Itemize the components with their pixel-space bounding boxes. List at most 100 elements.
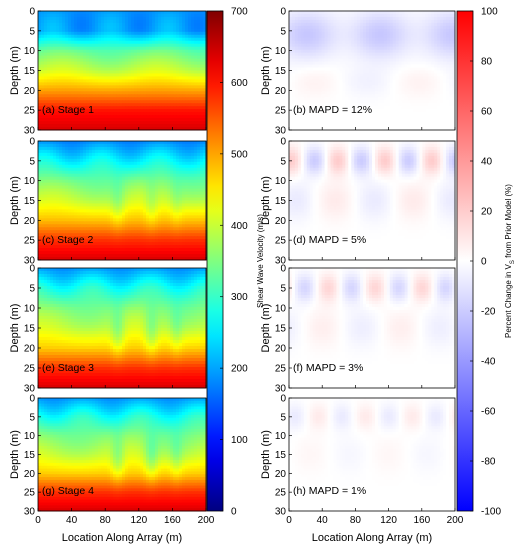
- vs-cell: [194, 79, 198, 82]
- vs-cell: [89, 23, 93, 26]
- vs-cell: [152, 212, 156, 215]
- vs-cell: [80, 212, 84, 215]
- vs-cell: [185, 144, 189, 147]
- vs-cell: [134, 212, 138, 215]
- vs-cell: [194, 268, 198, 272]
- vs-cell: [152, 274, 156, 278]
- vs-cell: [41, 159, 45, 162]
- vs-cell: [188, 50, 192, 53]
- vs-cell: [74, 144, 78, 147]
- vs-cell: [74, 206, 78, 209]
- vs-cell: [116, 162, 120, 165]
- vs-cell: [56, 38, 60, 41]
- vs-cell: [140, 68, 144, 71]
- vs-cell: [122, 183, 126, 186]
- vs-cell: [122, 277, 126, 281]
- vs-cell: [38, 183, 42, 186]
- vs-cell: [167, 189, 171, 192]
- vs-cell: [50, 14, 54, 17]
- vs-cell: [47, 162, 51, 165]
- vs-cell: [152, 94, 156, 97]
- vs-cell: [155, 221, 159, 224]
- vs-cell: [50, 82, 54, 85]
- vs-cell: [200, 26, 204, 29]
- vs-cell: [125, 20, 129, 23]
- vs-cell: [182, 47, 186, 50]
- vs-cell: [122, 103, 126, 106]
- vs-cell: [122, 41, 126, 44]
- vs-cell: [152, 227, 156, 230]
- vs-cell: [68, 82, 72, 85]
- vs-cell: [131, 112, 135, 115]
- vs-cell: [125, 121, 129, 124]
- vs-cell: [170, 289, 174, 293]
- vs-cell: [47, 32, 51, 35]
- vs-cell: [143, 174, 147, 177]
- vs-cell: [155, 227, 159, 230]
- vs-cell: [107, 32, 111, 35]
- vs-cell: [155, 277, 159, 281]
- vs-cell: [194, 286, 198, 290]
- vs-cell: [44, 150, 48, 153]
- vs-cell: [158, 236, 162, 239]
- vs-cell: [179, 268, 183, 272]
- vs-cell: [146, 171, 150, 174]
- vs-cell: [122, 35, 126, 38]
- vs-cell: [71, 283, 75, 287]
- vs-cell: [149, 171, 153, 174]
- vs-cell: [149, 47, 153, 50]
- vs-cell: [182, 29, 186, 32]
- vs-cell: [77, 150, 81, 153]
- vs-cell: [188, 41, 192, 44]
- vs-cell: [191, 283, 195, 287]
- vs-cell: [71, 79, 75, 82]
- vs-cell: [200, 41, 204, 44]
- vs-cell: [86, 11, 90, 14]
- vs-cell: [137, 245, 141, 248]
- vs-cell: [122, 59, 126, 62]
- vs-cell: [95, 218, 99, 221]
- vs-cell: [92, 156, 96, 159]
- vs-cell: [65, 14, 69, 17]
- vs-cell: [107, 221, 111, 224]
- vs-cell: [68, 189, 72, 192]
- vs-cell: [182, 53, 186, 56]
- vs-cell: [47, 23, 51, 26]
- vs-cell: [68, 47, 72, 50]
- vs-cell: [149, 71, 153, 74]
- vs-cell: [119, 218, 123, 221]
- vs-cell: [77, 73, 81, 76]
- vs-cell: [185, 230, 189, 233]
- vs-cell: [77, 47, 81, 50]
- vs-cell: [62, 118, 66, 121]
- vs-panel-label: (a) Stage 1: [42, 104, 94, 116]
- vs-cell: [101, 233, 105, 236]
- vs-cell: [53, 180, 57, 183]
- vs-cell: [197, 147, 201, 150]
- vs-cell: [92, 180, 96, 183]
- vs-cell: [50, 147, 54, 150]
- vs-cell: [128, 233, 132, 236]
- vs-cell: [128, 271, 132, 275]
- vs-cell: [149, 106, 153, 109]
- vs-cell: [137, 38, 141, 41]
- vs-cell: [77, 59, 81, 62]
- vs-cell: [119, 206, 123, 209]
- vs-cell: [128, 239, 132, 242]
- vs-cell: [185, 147, 189, 150]
- vs-cell: [110, 26, 114, 29]
- vs-cell: [68, 180, 72, 183]
- vs-cell: [194, 230, 198, 233]
- vs-cell: [146, 29, 150, 32]
- vs-cell: [77, 198, 81, 201]
- vs-cell: [185, 165, 189, 168]
- vs-cell: [152, 44, 156, 47]
- vs-cell: [98, 47, 102, 50]
- vs-cell: [170, 198, 174, 201]
- vs-cell: [146, 203, 150, 206]
- vs-cell: [176, 206, 180, 209]
- vs-cell: [110, 245, 114, 248]
- vs-cell: [158, 59, 162, 62]
- vs-cell: [44, 283, 48, 287]
- vs-cell: [110, 62, 114, 65]
